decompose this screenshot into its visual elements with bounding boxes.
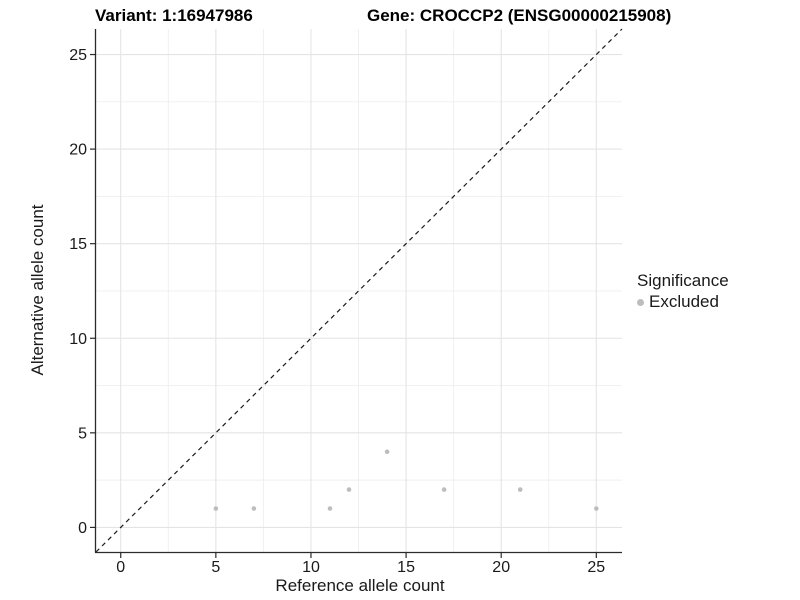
data-point: [594, 506, 599, 511]
legend-entry: Excluded: [637, 292, 729, 312]
data-point: [213, 506, 219, 511]
data-point: [441, 487, 447, 492]
y-tick-label: 20: [69, 142, 87, 159]
data-point: [346, 487, 352, 492]
y-tick-label: 25: [69, 47, 87, 64]
x-axis-title: Reference allele count: [275, 576, 445, 595]
data-point: [384, 449, 390, 455]
legend-marker-circle-icon: [637, 298, 644, 306]
data-point: [327, 506, 333, 511]
data-point: [517, 487, 523, 492]
identity-reference-line: [95, 28, 623, 553]
x-tick-label: 15: [397, 559, 415, 576]
x-tick-label: 0: [116, 559, 125, 576]
data-point: [251, 506, 257, 511]
plot-title-gene: Gene: CROCCP2 (ENSG00000215908): [367, 6, 672, 25]
y-tick-label: 5: [78, 425, 87, 442]
x-tick-label: 10: [302, 559, 320, 576]
legend-entry-label: Excluded: [649, 292, 719, 311]
legend: Significance Excluded: [637, 271, 729, 312]
legend-title: Significance: [637, 271, 729, 290]
x-tick-label: 25: [587, 559, 605, 576]
y-tick-label: 10: [69, 331, 87, 348]
plot-title-variant: Variant: 1:16947986: [95, 6, 253, 25]
y-tick-label: 15: [69, 236, 87, 253]
x-tick-label: 5: [211, 559, 220, 576]
x-tick-label: 20: [492, 559, 510, 576]
y-tick-label: 0: [78, 520, 87, 537]
